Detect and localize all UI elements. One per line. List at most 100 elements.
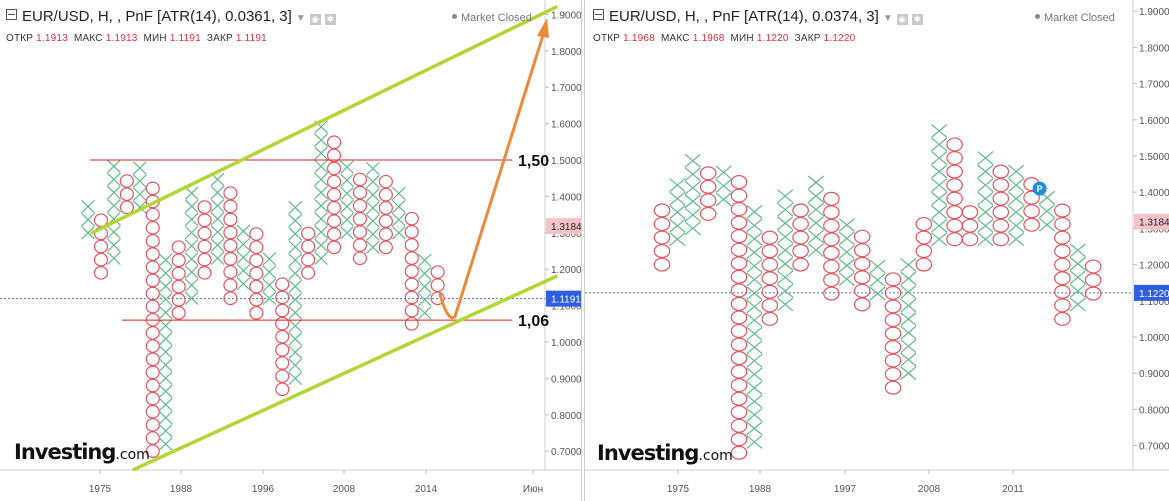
chart-title: EUR/USD, H, , PnF [ATR(14), 0.0361, 3] bbox=[22, 8, 292, 25]
x-box bbox=[1008, 218, 1025, 233]
gear-icon[interactable]: ✱ bbox=[911, 14, 923, 25]
o-box bbox=[430, 291, 445, 306]
o-box bbox=[326, 174, 342, 189]
eye-icon[interactable]: ◉ bbox=[309, 14, 321, 25]
x-box bbox=[777, 270, 794, 285]
o-box bbox=[730, 310, 748, 325]
o-box bbox=[1084, 272, 1102, 288]
x-box bbox=[158, 332, 173, 346]
x-box bbox=[684, 221, 701, 236]
x-box bbox=[366, 188, 380, 202]
o-box bbox=[352, 225, 368, 239]
o-box bbox=[326, 201, 342, 215]
o-box bbox=[223, 212, 238, 227]
x-box bbox=[184, 291, 199, 305]
x-box bbox=[746, 353, 763, 368]
ohlc-high-value: 1.1913 bbox=[105, 33, 138, 44]
x-box bbox=[314, 185, 328, 200]
y-tick-label: 1.1000 bbox=[1139, 297, 1169, 308]
x-box bbox=[746, 421, 763, 436]
x-box bbox=[158, 253, 173, 267]
collapse-icon[interactable] bbox=[593, 9, 604, 20]
o-box bbox=[378, 201, 393, 215]
o-box bbox=[145, 404, 160, 419]
last-price-badge bbox=[546, 290, 581, 307]
status-dot-icon bbox=[452, 14, 457, 19]
channel-lower-line bbox=[132, 274, 558, 472]
o-box bbox=[404, 316, 419, 331]
y-tick-label: 1.2000 bbox=[1139, 261, 1169, 272]
x-box bbox=[158, 266, 173, 280]
x-box bbox=[314, 159, 328, 173]
chart-panel-right[interactable]: 0.7000 0.8000 0.9000 1.0000 1.1000 1.2000 1.30… bbox=[584, 0, 1169, 501]
x-box bbox=[684, 167, 701, 182]
x-box bbox=[684, 180, 701, 195]
o-column bbox=[730, 175, 748, 460]
y-tick-label: 1.5000 bbox=[1139, 152, 1169, 163]
x-box bbox=[746, 204, 763, 219]
o-box bbox=[823, 205, 840, 220]
y-tick-label: 1.2000 bbox=[551, 265, 581, 276]
ohlc-low-value: 1.1220 bbox=[756, 33, 789, 44]
x-box bbox=[931, 218, 948, 233]
o-box bbox=[197, 265, 212, 280]
o-box bbox=[792, 257, 809, 272]
o-box bbox=[223, 225, 238, 240]
o-box bbox=[1054, 244, 1071, 259]
x-column bbox=[210, 172, 225, 265]
o-box bbox=[326, 135, 342, 150]
x-box bbox=[340, 160, 354, 174]
x-box bbox=[417, 253, 432, 267]
o-box bbox=[730, 418, 748, 433]
pnf-chart-right[interactable]: 0.7000 0.8000 0.9000 1.0000 1.1000 1.2000 1.30… bbox=[585, 0, 1169, 501]
chart-panel-left[interactable]: 0.7000 0.8000 0.9000 1.0000 1.1000 1.2000 1.30… bbox=[0, 0, 582, 501]
o-box bbox=[275, 290, 290, 305]
x-box bbox=[838, 245, 855, 259]
x-box bbox=[366, 174, 380, 189]
x-box bbox=[669, 191, 686, 206]
x-box bbox=[288, 332, 303, 346]
o-box bbox=[171, 240, 186, 255]
chevron-down-icon[interactable]: ▼ bbox=[882, 13, 893, 24]
y-tick-label: 1.0000 bbox=[1139, 333, 1169, 344]
x-box bbox=[838, 272, 855, 286]
x-box bbox=[391, 199, 406, 214]
o-box bbox=[249, 279, 264, 294]
x-box bbox=[184, 212, 199, 227]
x-tick-label: 2008 bbox=[333, 484, 356, 495]
x-box bbox=[746, 367, 763, 382]
x-box bbox=[158, 437, 173, 451]
x-box bbox=[1069, 256, 1086, 271]
o-box bbox=[699, 166, 717, 181]
o-box bbox=[884, 272, 902, 287]
x-box bbox=[746, 435, 763, 449]
x-box bbox=[1008, 205, 1025, 220]
x-box bbox=[684, 153, 701, 168]
o-column bbox=[301, 226, 316, 280]
o-column bbox=[792, 203, 809, 272]
ohlc-close-value: 1.1220 bbox=[823, 33, 856, 44]
x-box bbox=[340, 173, 354, 187]
o-box bbox=[404, 264, 419, 279]
o-box bbox=[992, 205, 1010, 220]
o-box bbox=[730, 256, 748, 271]
x-box bbox=[340, 212, 354, 227]
x-box bbox=[931, 151, 948, 165]
o-box bbox=[249, 266, 264, 281]
chevron-down-icon[interactable]: ▼ bbox=[295, 13, 306, 24]
gear-icon[interactable]: ✱ bbox=[324, 14, 336, 25]
x-box bbox=[807, 189, 825, 203]
x-box bbox=[777, 256, 794, 271]
collapse-icon[interactable] bbox=[6, 9, 17, 20]
x-box bbox=[807, 175, 825, 190]
x-box bbox=[977, 178, 994, 192]
x-box bbox=[107, 225, 121, 239]
x-box bbox=[869, 259, 886, 274]
pnf-chart-left[interactable]: 0.7000 0.8000 0.9000 1.0000 1.1000 1.2000 1.30… bbox=[0, 0, 581, 501]
x-box bbox=[107, 159, 121, 173]
o-box bbox=[93, 239, 109, 254]
x-box bbox=[288, 240, 303, 254]
x-box bbox=[746, 326, 763, 341]
o-box bbox=[326, 148, 342, 163]
eye-icon[interactable]: ◉ bbox=[896, 14, 908, 25]
